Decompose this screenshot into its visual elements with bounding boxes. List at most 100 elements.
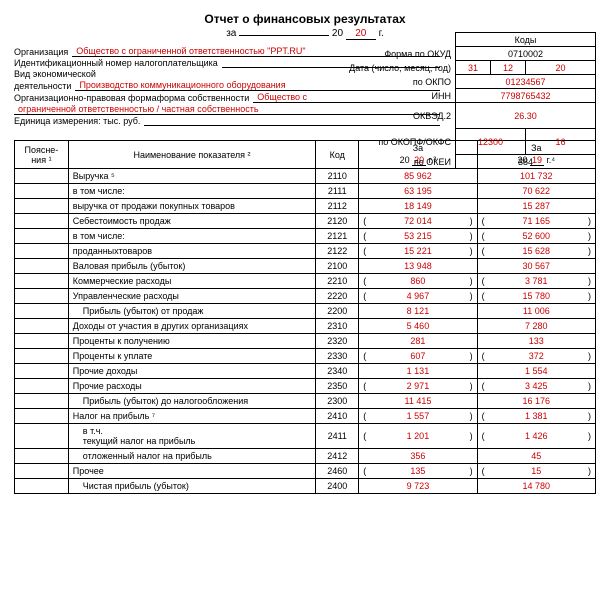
- code-cell: 2210: [316, 274, 359, 289]
- code-cell: 2122: [316, 244, 359, 259]
- opf-label: Организационно-правовая формаформа собст…: [14, 93, 249, 103]
- name-cell: Коммерческие расходы: [68, 274, 315, 289]
- code-cell: 2400: [316, 479, 359, 494]
- value-cell: 11 415: [359, 394, 477, 409]
- code-cell: 12: [491, 61, 526, 75]
- explain-cell: [15, 364, 69, 379]
- explain-cell: [15, 259, 69, 274]
- name-cell: Валовая прибыль (убыток): [68, 259, 315, 274]
- org-label: Организация: [14, 47, 68, 57]
- name-cell: Управленческие расходы: [68, 289, 315, 304]
- value-cell: (53 215): [359, 229, 477, 244]
- name-cell: Прочее: [68, 464, 315, 479]
- explain-cell: [15, 409, 69, 424]
- name-cell: выручка от продажи покупных товаров: [68, 199, 315, 214]
- value-cell: (135): [359, 464, 477, 479]
- code-cell: 2350: [316, 379, 359, 394]
- code-cell: 2310: [316, 319, 359, 334]
- explain-cell: [15, 244, 69, 259]
- explain-cell: [15, 274, 69, 289]
- code-cell: 7798765432: [456, 89, 596, 103]
- activity-label2: деятельности: [14, 81, 71, 91]
- value-cell: 5 460: [359, 319, 477, 334]
- value-cell: 1 554: [477, 364, 595, 379]
- name-cell: Прочие расходы: [68, 379, 315, 394]
- name-cell: в т.ч.текущий налог на прибыль: [68, 424, 315, 449]
- explain-cell: [15, 169, 69, 184]
- code-row-label: ИНН: [346, 89, 455, 103]
- col-name: Наименование показателя ²: [68, 141, 315, 169]
- code-cell: 2410: [316, 409, 359, 424]
- value-cell: (15): [477, 464, 595, 479]
- code-cell: 2100: [316, 259, 359, 274]
- value-cell: 45: [477, 449, 595, 464]
- code-cell: 2220: [316, 289, 359, 304]
- name-cell: в том числе:: [68, 184, 315, 199]
- value-cell: 70 622: [477, 184, 595, 199]
- value-cell: 63 195: [359, 184, 477, 199]
- value-cell: 16 176: [477, 394, 595, 409]
- explain-cell: [15, 394, 69, 409]
- explain-cell: [15, 184, 69, 199]
- value-cell: (15 628): [477, 244, 595, 259]
- code-cell: 2320: [316, 334, 359, 349]
- code-cell: 26.30: [456, 103, 596, 129]
- code-cell: 2200: [316, 304, 359, 319]
- period-value: [239, 35, 329, 36]
- code-row-label: по ОКОПФ/ОКФС: [346, 129, 455, 155]
- code-cell: 2112: [316, 199, 359, 214]
- value-cell: (1 426): [477, 424, 595, 449]
- value-cell: (1 557): [359, 409, 477, 424]
- col-explain: Поясне-ния ¹: [15, 141, 69, 169]
- code-cell: 31: [456, 61, 491, 75]
- value-cell: 15 287: [477, 199, 595, 214]
- value-cell: (72 014): [359, 214, 477, 229]
- name-cell: Проценты к получению: [68, 334, 315, 349]
- code-cell: 0710002: [456, 47, 596, 61]
- name-cell: Прочие доходы: [68, 364, 315, 379]
- explain-cell: [15, 214, 69, 229]
- value-cell: 30 567: [477, 259, 595, 274]
- code-cell: 384: [456, 155, 596, 169]
- code-cell: 2460: [316, 464, 359, 479]
- name-cell: проданныхтоваров: [68, 244, 315, 259]
- explain-cell: [15, 229, 69, 244]
- period-year-pre: 20: [332, 28, 343, 39]
- value-cell: (2 971): [359, 379, 477, 394]
- explain-cell: [15, 319, 69, 334]
- name-cell: Себестоимость продаж: [68, 214, 315, 229]
- period-pre: за: [226, 28, 236, 39]
- name-cell: Прибыль (убыток) до налогообложения: [68, 394, 315, 409]
- name-cell: Выручка ⁵: [68, 169, 315, 184]
- code-cell: 2330: [316, 349, 359, 364]
- value-cell: (860): [359, 274, 477, 289]
- code-cell: 20: [526, 61, 596, 75]
- value-cell: (3 425): [477, 379, 595, 394]
- value-cell: 7 280: [477, 319, 595, 334]
- code-cell: 12300: [456, 129, 526, 155]
- code-cell: 2340: [316, 364, 359, 379]
- code-row-label: по ОКЕИ: [346, 155, 455, 169]
- code-cell: 2120: [316, 214, 359, 229]
- value-cell: (372): [477, 349, 595, 364]
- codes-box: КодыФорма по ОКУД0710002Дата (число, мес…: [346, 32, 596, 169]
- value-cell: 281: [359, 334, 477, 349]
- header-block: КодыФорма по ОКУД0710002Дата (число, мес…: [14, 46, 596, 126]
- value-cell: (607): [359, 349, 477, 364]
- value-cell: (15 780): [477, 289, 595, 304]
- explain-cell: [15, 479, 69, 494]
- explain-cell: [15, 199, 69, 214]
- code-row-label: Дата (число, месяц, год): [346, 61, 455, 75]
- value-cell: 9 723: [359, 479, 477, 494]
- inn-label: Идентификационный номер налогоплательщик…: [14, 58, 218, 68]
- code-cell: 2121: [316, 229, 359, 244]
- code-cell: 01234567: [456, 75, 596, 89]
- explain-cell: [15, 334, 69, 349]
- value-cell: (4 967): [359, 289, 477, 304]
- name-cell: Налог на прибыль ⁷: [68, 409, 315, 424]
- explain-cell: [15, 464, 69, 479]
- explain-cell: [15, 379, 69, 394]
- activity-label1: Вид экономической: [14, 69, 96, 79]
- name-cell: отложенный налог на прибыль: [68, 449, 315, 464]
- code-cell: 16: [526, 129, 596, 155]
